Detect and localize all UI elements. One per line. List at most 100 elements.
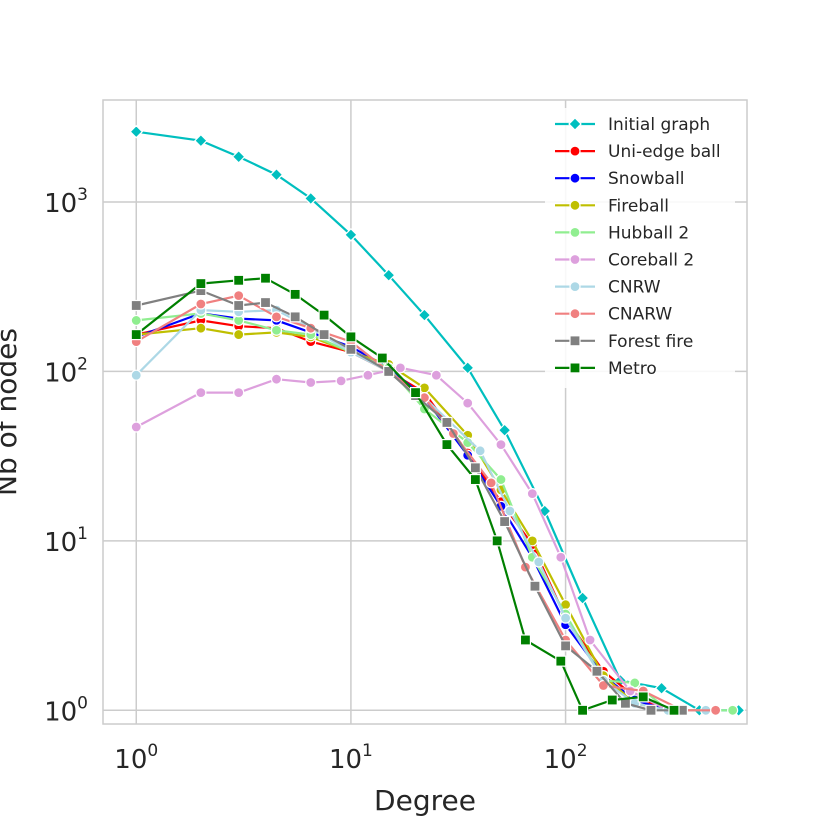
legend-marker [569,172,581,184]
data-point [362,369,374,381]
data-point [668,704,680,716]
data-point [381,268,396,283]
legend-label: Initial graph [608,115,710,135]
legend-item: Metro [555,359,657,379]
data-point [129,124,144,139]
legend-label: Uni-edge ball [608,142,721,162]
tick-base: 10 [44,358,77,388]
data-point [303,191,318,206]
series-line [136,130,739,712]
data-point [130,369,142,381]
data-point [637,691,649,703]
tick-exponent: 0 [147,741,158,761]
data-point [559,640,572,652]
tick-exponent: 3 [77,185,88,205]
data-point [233,290,245,302]
x-tick-label: 101 [329,741,373,775]
data-point [519,634,532,646]
y-tick-label: 102 [44,354,88,388]
data-point [441,438,453,451]
legend-label: Snowball [608,169,685,189]
data-point [270,311,283,323]
data-point [269,167,284,182]
data-point [345,343,357,355]
data-point [270,373,283,385]
data-point [318,309,330,321]
data-point [491,535,503,547]
data-point [270,324,283,336]
legend-marker [569,145,581,157]
legend-label: Forest fire [608,332,693,352]
data-point [376,352,388,364]
legend-item: CNRW [555,278,661,298]
data-point [130,328,142,341]
tick-base: 10 [544,745,577,775]
legend-label: Coreball 2 [608,251,694,271]
tick-base: 10 [44,697,77,727]
data-point [231,149,246,164]
tick-exponent: 1 [77,524,88,544]
data-point [194,133,208,148]
data-point [499,515,511,528]
legend-marker [569,362,581,374]
data-point [654,681,669,696]
data-point [460,360,475,375]
data-point [195,322,207,334]
series-initial-graph [129,124,746,718]
data-point [195,298,207,310]
series-line [136,327,706,712]
series-metro [130,272,680,716]
legend-item: Hubball 2 [555,223,689,243]
legend-item: Initial graph [555,115,710,135]
legend-marker [569,226,581,238]
data-point [233,274,245,286]
data-point [591,665,603,677]
data-point [233,299,245,312]
data-point [469,473,481,486]
data-point [289,311,301,323]
legend-marker [569,281,581,293]
data-point [495,473,507,486]
data-point [526,488,538,500]
data-point [130,299,142,312]
tick-base: 10 [44,528,77,558]
legend-marker [569,308,581,320]
tick-exponent: 0 [77,693,88,713]
data-point [259,272,272,284]
legend: Initial graph Uni-edge ball Snowball Fireba… [545,108,735,388]
data-point [344,227,358,242]
legend-label: CNARW [608,305,672,325]
data-point [259,296,272,309]
legend-item: CNARW [555,305,672,325]
data-point [289,288,301,300]
data-point [130,314,142,327]
legend-marker [568,117,582,131]
data-point [409,387,422,399]
data-point [417,308,432,322]
data-point [485,477,497,489]
y-axis-title: Nb of nodes [0,328,23,496]
data-point [529,580,541,592]
data-point [233,328,245,341]
data-point [195,277,207,290]
data-point [624,685,636,697]
y-tick-label: 103 [44,185,88,219]
data-point [575,591,590,605]
legend-item: Forest fire [555,332,693,352]
data-point [504,505,516,517]
legend-label: Metro [608,359,657,379]
x-tick-label: 100 [114,741,158,775]
data-point [318,328,330,341]
data-point [533,556,545,568]
series-forest-fire [130,284,688,716]
data-point [645,704,657,716]
tick-base: 10 [114,745,147,775]
data-point [584,634,596,646]
data-point [130,421,142,433]
series-coreball-2 [130,362,674,716]
tick-exponent: 1 [362,741,373,761]
x-tick-label: 102 [544,741,588,775]
legend-item: Uni-edge ball [555,142,721,162]
legend-marker [569,335,581,347]
